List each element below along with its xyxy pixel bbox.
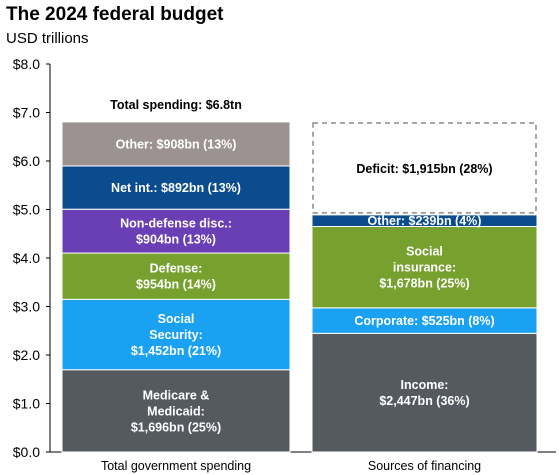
y-tick-label: $6.0 [13, 153, 40, 169]
bar-segment-1-0 [311, 332, 538, 453]
bar-segment-0-4 [61, 165, 291, 210]
segment-label: $2,447bn (36%) [379, 394, 469, 408]
segment-label: Corporate: $525bn (8%) [354, 314, 494, 328]
bar-segment-1-4 [312, 122, 537, 214]
segment-label: $1,452bn (21%) [131, 344, 221, 358]
segment-label: Security: [149, 328, 203, 342]
bar-segment-0-2 [61, 252, 291, 300]
y-tick-label: $3.0 [13, 299, 40, 315]
y-tick-label: $0.0 [13, 444, 40, 460]
segment-label: Medicare & [143, 388, 210, 402]
segment-label: Other: $908bn (13%) [116, 137, 237, 151]
y-tick-label: $8.0 [13, 56, 40, 72]
segment-label: Defense: [150, 262, 203, 276]
segment-label: Deficit: $1,915bn (28%) [356, 162, 492, 176]
segment-label: Income: [401, 378, 449, 392]
bar-segment-1-2 [311, 225, 538, 309]
segment-label: Social [158, 312, 195, 326]
segment-label: Other: $239bn (4%) [368, 214, 482, 228]
segment-label: insurance: [393, 261, 456, 275]
bar-segment-0-3 [61, 208, 291, 254]
segment-label: Medicaid: [147, 404, 205, 418]
y-tick-label: $1.0 [13, 396, 40, 412]
y-tick-label: $4.0 [13, 250, 40, 266]
segment-label: $1,696bn (25%) [131, 420, 221, 434]
segment-label: $954bn (14%) [136, 278, 216, 292]
bar-segment-0-0 [61, 369, 291, 453]
bar-segment-1-1 [311, 307, 538, 334]
bar-segment-0-5 [61, 121, 291, 167]
chart-title: The 2024 federal budget [6, 4, 224, 25]
segment-label: Non-defense disc.: [120, 217, 232, 231]
y-tick-label: $7.0 [13, 105, 40, 121]
segment-label: Net int.: $892bn (13%) [111, 181, 241, 195]
y-tick-label: $2.0 [13, 347, 40, 363]
segment-label: $904bn (13%) [136, 233, 216, 247]
category-label: Sources of financing [368, 459, 481, 473]
segment-label: $1,678bn (25%) [379, 277, 469, 291]
y-tick-label: $5.0 [13, 202, 40, 218]
category-label: Total government spending [101, 459, 251, 473]
bar-segment-1-3 [311, 214, 538, 227]
total-spending-label: Total spending: $6.8tn [110, 98, 242, 112]
bar-segment-0-1 [61, 298, 291, 371]
segment-label: Social [406, 245, 443, 259]
chart-subtitle: USD trillions [6, 30, 89, 47]
